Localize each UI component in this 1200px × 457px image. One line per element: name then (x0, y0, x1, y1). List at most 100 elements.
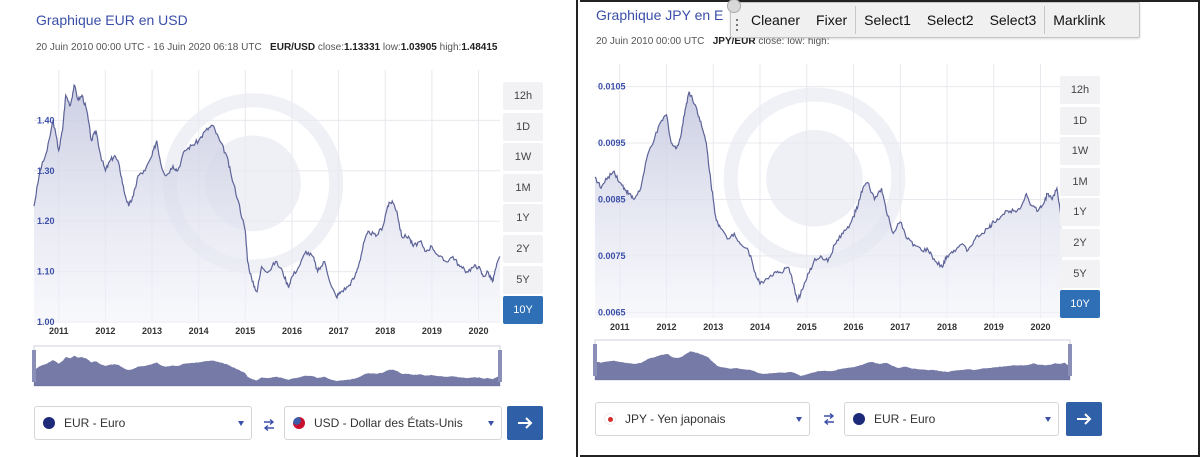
x-tick-label: 2016 (282, 326, 302, 336)
close-value: 1.13331 (343, 42, 381, 53)
x-tick-label: 2020 (1030, 322, 1050, 332)
from-currency-label: JPY - Yen japonais (625, 412, 726, 426)
y-tick-label: 0.0075 (598, 251, 626, 261)
from-currency-select[interactable]: JPY - Yen japonais (595, 402, 810, 436)
y-tick-label: 1.30 (37, 166, 55, 176)
navigator-handle-left[interactable] (32, 350, 36, 382)
chevron-down-icon (1045, 417, 1051, 422)
x-tick-label: 2013 (703, 322, 723, 332)
eu-flag-icon (43, 417, 55, 429)
chart-summary: 20 Juin 2010 00:00 UTC JPY/EUR close: lo… (596, 36, 830, 47)
arrow-right-icon (1077, 413, 1092, 425)
toolbar-fixer-button[interactable]: Fixer (816, 12, 848, 28)
pair-label: EUR/USD (270, 42, 316, 53)
timeframe-button-1w[interactable]: 1W (1060, 137, 1100, 166)
to-currency-label: USD - Dollar des États-Unis (314, 416, 463, 430)
high-value: 1.48415 (461, 42, 498, 53)
y-tick-label: 1.00 (37, 317, 55, 327)
chart-title: Graphique JPY en E (596, 7, 724, 23)
navigator-series (34, 355, 500, 386)
floating-toolbar: Cleaner Fixer Select1 Select2 Select3 Ma… (727, 0, 1140, 38)
timeframe-button-5y[interactable]: 5Y (503, 265, 543, 294)
jp-flag-icon (604, 413, 616, 425)
timeframe-button-5y[interactable]: 5Y (1060, 259, 1100, 288)
navigator-chart-jpy-eur[interactable] (593, 339, 1072, 381)
timeframe-button-1m[interactable]: 1M (503, 173, 543, 202)
chart-panel-jpy-eur: Graphique JPY en E 20 Juin 2010 00:00 UT… (580, 0, 1200, 457)
timeframe-button-1d[interactable]: 1D (1060, 106, 1100, 135)
x-tick-label: 2015 (797, 322, 817, 332)
x-tick-label: 2014 (189, 326, 209, 336)
close-label: close: (317, 42, 344, 53)
navigator-handle-left[interactable] (593, 344, 597, 376)
toolbar-select3-button[interactable]: Select3 (989, 12, 1037, 28)
timeframe-button-1m[interactable]: 1M (1060, 167, 1100, 196)
timeframe-button-2y[interactable]: 2Y (503, 234, 543, 263)
timeframe-button-1w[interactable]: 1W (503, 143, 543, 172)
toolbar-cleaner-button[interactable]: Cleaner (751, 12, 801, 28)
navigator-handle-right[interactable] (498, 350, 502, 382)
from-currency-select[interactable]: EUR - Euro (34, 406, 252, 440)
date-range: 20 Juin 2010 00:00 UTC (596, 36, 705, 47)
timeframe-selector: 12h 1D 1W 1M 1Y 2Y 5Y 10Y (1060, 76, 1100, 321)
convert-button[interactable] (507, 406, 543, 440)
low-label: low: (382, 42, 401, 53)
x-tick-label: 2020 (469, 326, 489, 336)
timeframe-button-10y[interactable]: 10Y (503, 296, 543, 325)
x-axis-eur-usd: 2011 2012 2013 2014 2015 2016 2017 2018 2019 2020 (49, 326, 489, 336)
navigator-chart-eur-usd[interactable] (32, 345, 502, 387)
swap-icon[interactable] (262, 418, 276, 432)
y-tick-label: 1.20 (37, 216, 55, 226)
x-tick-label: 2014 (750, 322, 770, 332)
toolbar-select2-button[interactable]: Select2 (926, 12, 974, 28)
x-axis-jpy-eur: 2011 2012 2013 2014 2015 2016 2017 2018 2019 2020 (610, 322, 1051, 332)
x-tick-label: 2012 (95, 326, 115, 336)
x-tick-label: 2019 (984, 322, 1004, 332)
arrow-right-icon (518, 417, 533, 429)
high-label: high: (439, 42, 462, 53)
swap-icon[interactable] (822, 412, 836, 426)
timeframe-button-12h[interactable]: 12h (503, 82, 543, 110)
eu-flag-icon (853, 413, 865, 425)
timeframe-button-12h[interactable]: 12h (1060, 76, 1100, 104)
timeframe-button-1y[interactable]: 1Y (1060, 198, 1100, 227)
convert-button[interactable] (1066, 402, 1102, 436)
x-tick-label: 2011 (610, 322, 630, 332)
chart-panel-eur-usd: Graphique EUR en USD 20 Juin 2010 00:00 … (0, 0, 578, 457)
chevron-down-icon (796, 417, 802, 422)
main-chart-jpy-eur[interactable]: 0.0065 0.0075 0.0085 0.0095 0.0105 (594, 64, 1063, 318)
chart-summary: 20 Juin 2010 00:00 UTC - 16 Juin 2020 06… (36, 42, 497, 53)
y-tick-label: 1.40 (37, 115, 55, 125)
to-currency-label: EUR - Euro (874, 412, 936, 426)
x-tick-label: 2019 (422, 326, 442, 336)
timeframe-button-1d[interactable]: 1D (503, 112, 543, 141)
toolbar-select1-button[interactable]: Select1 (864, 12, 911, 28)
drag-handle-icon[interactable] (727, 0, 743, 37)
series-line[interactable] (33, 83, 501, 300)
to-currency-select[interactable]: EUR - Euro (844, 402, 1059, 436)
y-tick-label: 0.0095 (598, 138, 626, 148)
x-tick-label: 2015 (235, 326, 255, 336)
x-tick-label: 2018 (375, 326, 395, 336)
chevron-down-icon (238, 421, 244, 426)
main-chart-eur-usd[interactable]: 1.00 1.10 1.20 1.30 1.40 (33, 70, 501, 327)
y-tick-label: 0.0105 (598, 82, 626, 92)
low-label: low: (787, 36, 806, 47)
x-tick-label: 2013 (142, 326, 162, 336)
date-range: 20 Juin 2010 00:00 UTC - 16 Juin 2020 06… (36, 42, 262, 53)
from-currency-label: EUR - Euro (64, 416, 126, 430)
timeframe-button-1y[interactable]: 1Y (503, 204, 543, 233)
timeframe-selector: 12h 1D 1W 1M 1Y 2Y 5Y 10Y (503, 82, 543, 327)
navigator-handle-right[interactable] (1068, 344, 1072, 376)
y-tick-label: 0.0085 (598, 194, 626, 204)
x-tick-label: 2016 (843, 322, 863, 332)
pair-label: JPY/EUR (712, 36, 756, 47)
toolbar-marklink-button[interactable]: Marklink (1053, 12, 1106, 28)
to-currency-select[interactable]: USD - Dollar des États-Unis (284, 406, 502, 440)
series-line[interactable] (594, 91, 1063, 304)
x-tick-label: 2012 (657, 322, 677, 332)
timeframe-button-2y[interactable]: 2Y (1060, 228, 1100, 257)
timeframe-button-10y[interactable]: 10Y (1060, 290, 1100, 319)
us-flag-icon (293, 417, 305, 429)
y-tick-label: 1.10 (37, 267, 55, 277)
